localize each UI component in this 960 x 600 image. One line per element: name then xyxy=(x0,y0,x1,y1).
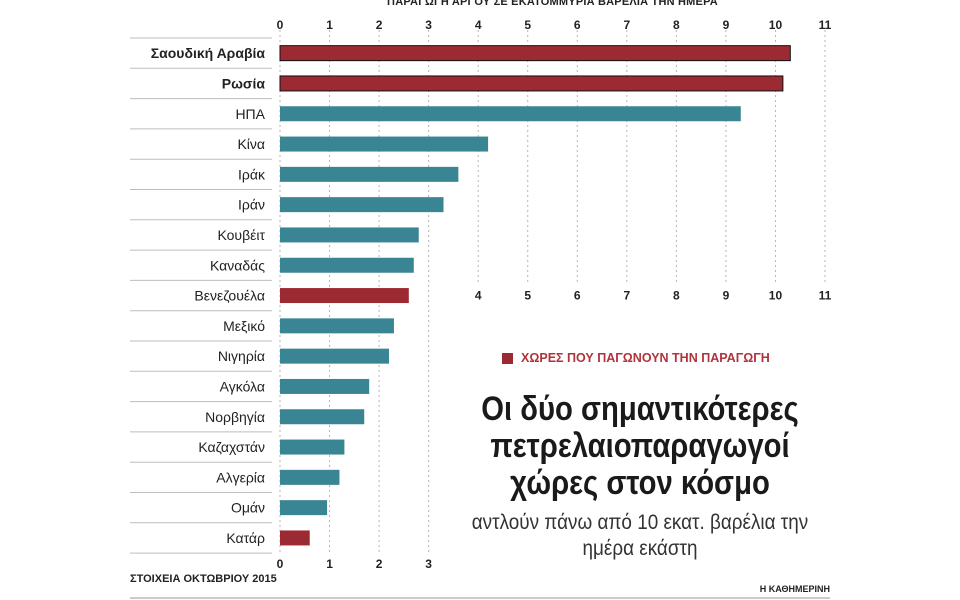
category-label: Κατάρ xyxy=(226,530,265,546)
subheadline: αντλούν πάνω από 10 εκατ. βαρέλια την ημ… xyxy=(471,511,809,560)
x-tick-label-bottom: 3 xyxy=(425,557,432,571)
x-tick-label-mid: 9 xyxy=(723,288,730,302)
x-tick-label-top: 10 xyxy=(769,18,783,32)
x-tick-label-bottom: 0 xyxy=(277,557,284,571)
x-tick-label-mid: 5 xyxy=(524,288,531,302)
x-tick-label-mid: 6 xyxy=(574,288,581,302)
category-label: Μεξικό xyxy=(223,318,265,334)
category-label: Βενεζουέλα xyxy=(194,288,265,304)
bar xyxy=(280,469,340,485)
x-tick-label-mid: 8 xyxy=(673,288,680,302)
bar xyxy=(280,378,370,394)
bar xyxy=(280,288,409,304)
bar xyxy=(280,500,328,516)
legend-swatch xyxy=(502,352,513,364)
category-label: Ιράκ xyxy=(238,166,266,182)
category-label: Αγκόλα xyxy=(220,378,265,394)
bar xyxy=(280,197,444,213)
x-tick-label-top: 4 xyxy=(475,18,482,32)
category-label: Νορβηγία xyxy=(205,409,265,425)
category-label: Καναδάς xyxy=(210,257,265,273)
category-label: Ομάν xyxy=(231,500,265,516)
publisher-credit: Η ΚΑΘΗΜΕΡΙΝΗ xyxy=(759,584,830,594)
bar xyxy=(280,348,389,364)
category-label: Ρωσία xyxy=(222,75,266,91)
bar xyxy=(280,318,394,334)
bottom-rule xyxy=(130,597,830,599)
bar xyxy=(279,45,791,62)
x-tick-label-top: 5 xyxy=(524,18,531,32)
bar xyxy=(280,530,310,546)
category-label: Καζαχστάν xyxy=(198,439,265,455)
category-label: Νιγηρία xyxy=(218,348,265,364)
x-tick-label-mid: 10 xyxy=(769,288,783,302)
x-tick-label-top: 11 xyxy=(819,18,832,32)
bar xyxy=(280,166,459,182)
bar xyxy=(280,106,741,122)
bar xyxy=(280,439,345,455)
bar xyxy=(280,257,414,273)
x-tick-label-mid: 4 xyxy=(475,288,482,302)
x-tick-label-top: 7 xyxy=(623,18,630,32)
x-axis-title: ΠΑΡΑΓΩΓΗ ΑΡΓΟΥ ΣΕ ΕΚΑΤΟΜΜΥΡΙΑ ΒΑΡΕΛΙΑ ΤΗ… xyxy=(387,0,718,8)
legend-label: ΧΩΡΕΣ ΠΟΥ ΠΑΓΩΝΟΥΝ ΤΗΝ ΠΑΡΑΓΩΓΗ xyxy=(521,351,770,365)
category-label: Ιράν xyxy=(238,197,265,213)
x-tick-label-mid: 7 xyxy=(623,288,630,302)
category-label: Κουβέιτ xyxy=(217,227,265,243)
x-tick-label-top: 8 xyxy=(673,18,680,32)
x-tick-label-bottom: 1 xyxy=(326,557,333,571)
bar xyxy=(280,409,365,425)
legend: ΧΩΡΕΣ ΠΟΥ ΠΑΓΩΝΟΥΝ ΤΗΝ ΠΑΡΑΓΩΓΗ xyxy=(502,351,770,365)
category-label: Κίνα xyxy=(237,136,265,152)
x-tick-label-top: 1 xyxy=(326,18,333,32)
headline: Οι δύο σημαντικότερες πετρελαιοπαραγωγοί… xyxy=(481,390,799,502)
category-label: ΗΠΑ xyxy=(235,106,265,122)
category-label: Αλγερία xyxy=(216,469,265,485)
x-tick-label-top: 9 xyxy=(723,18,730,32)
x-tick-label-top: 2 xyxy=(376,18,383,32)
bar xyxy=(280,136,489,152)
x-tick-label-bottom: 2 xyxy=(376,557,383,571)
x-tick-label-top: 0 xyxy=(277,18,284,32)
bar xyxy=(279,75,784,92)
bar xyxy=(280,227,419,243)
x-tick-label-mid: 11 xyxy=(819,288,832,302)
x-tick-label-top: 6 xyxy=(574,18,581,32)
source-note: ΣΤΟΙΧΕΙΑ ΟΚΤΩΒΡΙΟΥ 2015 xyxy=(130,573,277,585)
category-label: Σαουδική Αραβία xyxy=(151,45,266,61)
x-tick-label-top: 3 xyxy=(425,18,432,32)
